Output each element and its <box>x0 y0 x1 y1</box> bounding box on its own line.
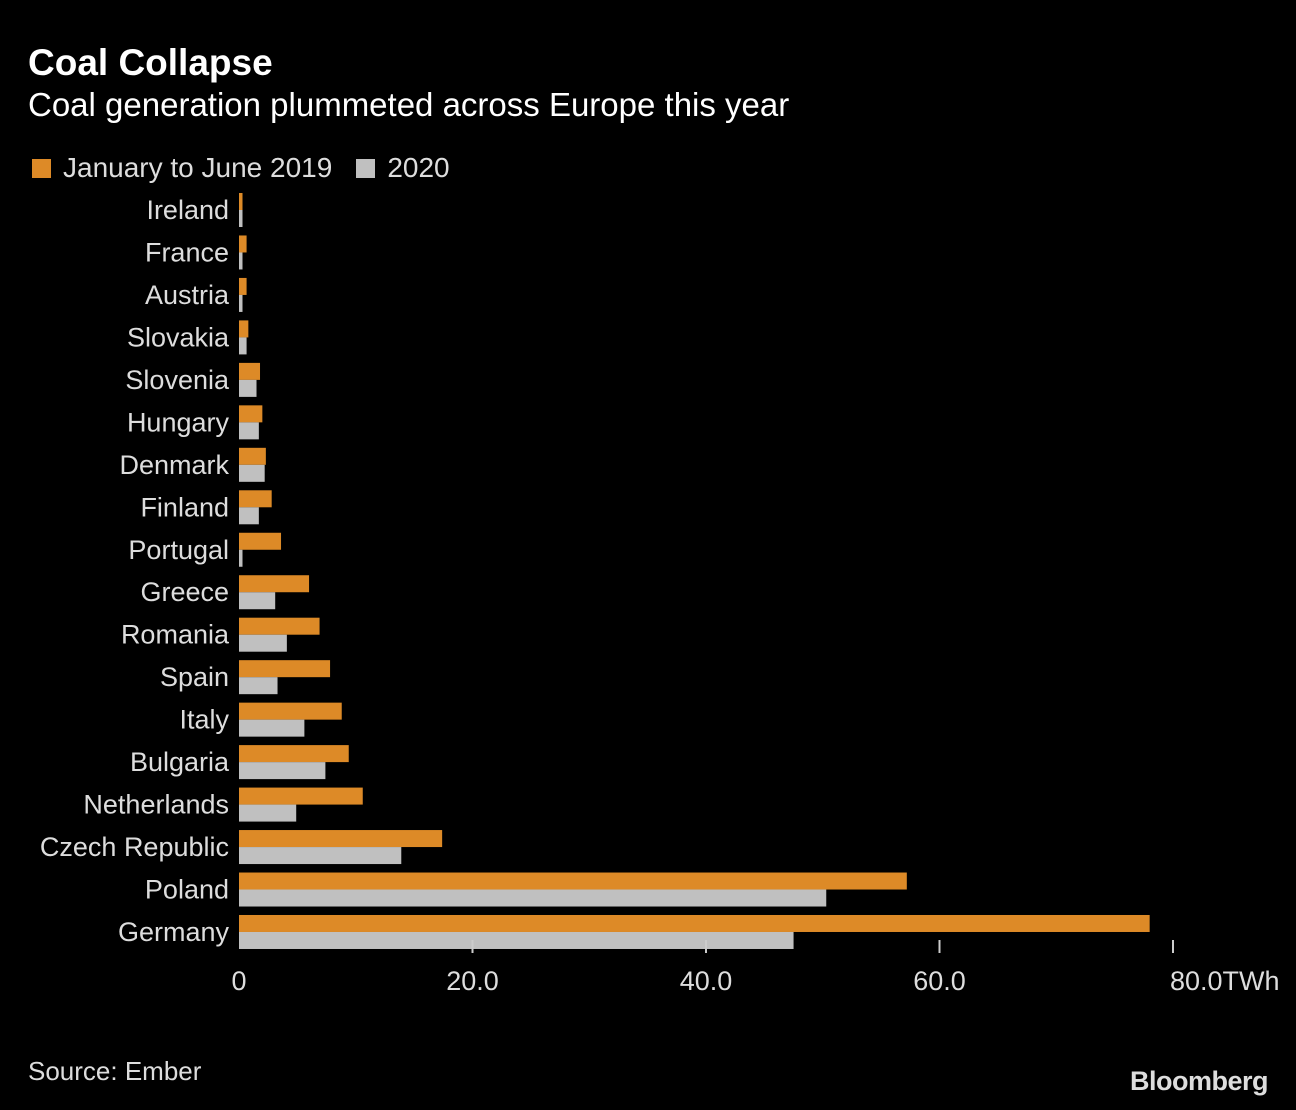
legend-swatch-2020 <box>356 158 376 178</box>
bar-2020 <box>239 294 243 312</box>
source-note: Source: Ember <box>28 1056 202 1086</box>
category-label: Italy <box>179 705 229 735</box>
tick-label: 0 <box>231 966 246 996</box>
bar-2019 <box>239 193 243 210</box>
bar-2019 <box>239 745 349 763</box>
bar-2020 <box>239 804 297 822</box>
legend-label-2020: 2020 <box>387 152 450 183</box>
bar-2019 <box>239 617 320 635</box>
bar-2019 <box>239 914 1150 932</box>
bar-2020 <box>239 422 259 440</box>
tick-label: 40.0 <box>680 966 733 996</box>
bar-2019 <box>239 575 310 593</box>
legend-swatch-2019 <box>32 158 51 178</box>
bar-2020 <box>239 592 276 610</box>
bar-2020 <box>239 507 259 525</box>
chart-title: Coal Collapse <box>28 42 273 83</box>
category-label: Hungary <box>127 407 230 437</box>
bloomberg-logo: Bloomberg <box>1129 1066 1269 1096</box>
bar-2020 <box>239 379 257 397</box>
bar-2019 <box>239 532 282 550</box>
category-label: Poland <box>145 875 229 905</box>
bar-2020 <box>239 719 305 737</box>
category-label: Slovenia <box>125 365 230 395</box>
category-label: Greece <box>140 577 229 607</box>
bar-2019 <box>239 405 263 423</box>
bar-2019 <box>239 490 272 508</box>
bar-2019 <box>239 787 363 805</box>
category-label: France <box>145 237 229 267</box>
bar-2020 <box>239 931 794 949</box>
bar-2019 <box>239 447 266 465</box>
category-label: Romania <box>121 620 230 650</box>
category-label: Netherlands <box>83 790 229 820</box>
chart-subtitle: Coal generation plummeted across Europe … <box>28 86 790 123</box>
bar-2020 <box>239 634 287 652</box>
bar-2019 <box>239 702 342 720</box>
category-label: Czech Republic <box>40 832 229 862</box>
category-label: Finland <box>140 492 229 522</box>
bar-2020 <box>239 762 326 780</box>
bar-2020 <box>239 252 243 270</box>
tick-label: 80.0TWh <box>1170 966 1280 996</box>
category-label: Denmark <box>119 450 229 480</box>
bar-2020 <box>239 210 243 227</box>
category-label: Germany <box>118 917 230 947</box>
legend: January to June 2019 2020 <box>32 152 474 184</box>
legend-label-2019: January to June 2019 <box>63 152 333 183</box>
bar-2019 <box>239 362 261 380</box>
category-label: Slovakia <box>127 322 230 352</box>
bar-2019 <box>239 235 247 253</box>
bar-2020 <box>239 549 243 567</box>
category-label: Bulgaria <box>130 747 230 777</box>
bar-2019 <box>239 660 331 678</box>
category-label: Spain <box>160 662 229 692</box>
bar-2020 <box>239 337 247 355</box>
category-label: Austria <box>145 280 230 310</box>
category-label: Portugal <box>128 535 229 565</box>
bar-2019 <box>239 320 249 338</box>
bar-2019 <box>239 872 907 890</box>
tick-label: 60.0 <box>913 966 966 996</box>
bar-2020 <box>239 464 265 482</box>
category-label: Ireland <box>146 195 229 225</box>
bar-2019 <box>239 830 443 848</box>
bar-2020 <box>239 847 402 865</box>
bar-2020 <box>239 889 827 907</box>
bar-2019 <box>239 277 247 295</box>
bar-2020 <box>239 677 278 695</box>
tick-label: 20.0 <box>446 966 499 996</box>
